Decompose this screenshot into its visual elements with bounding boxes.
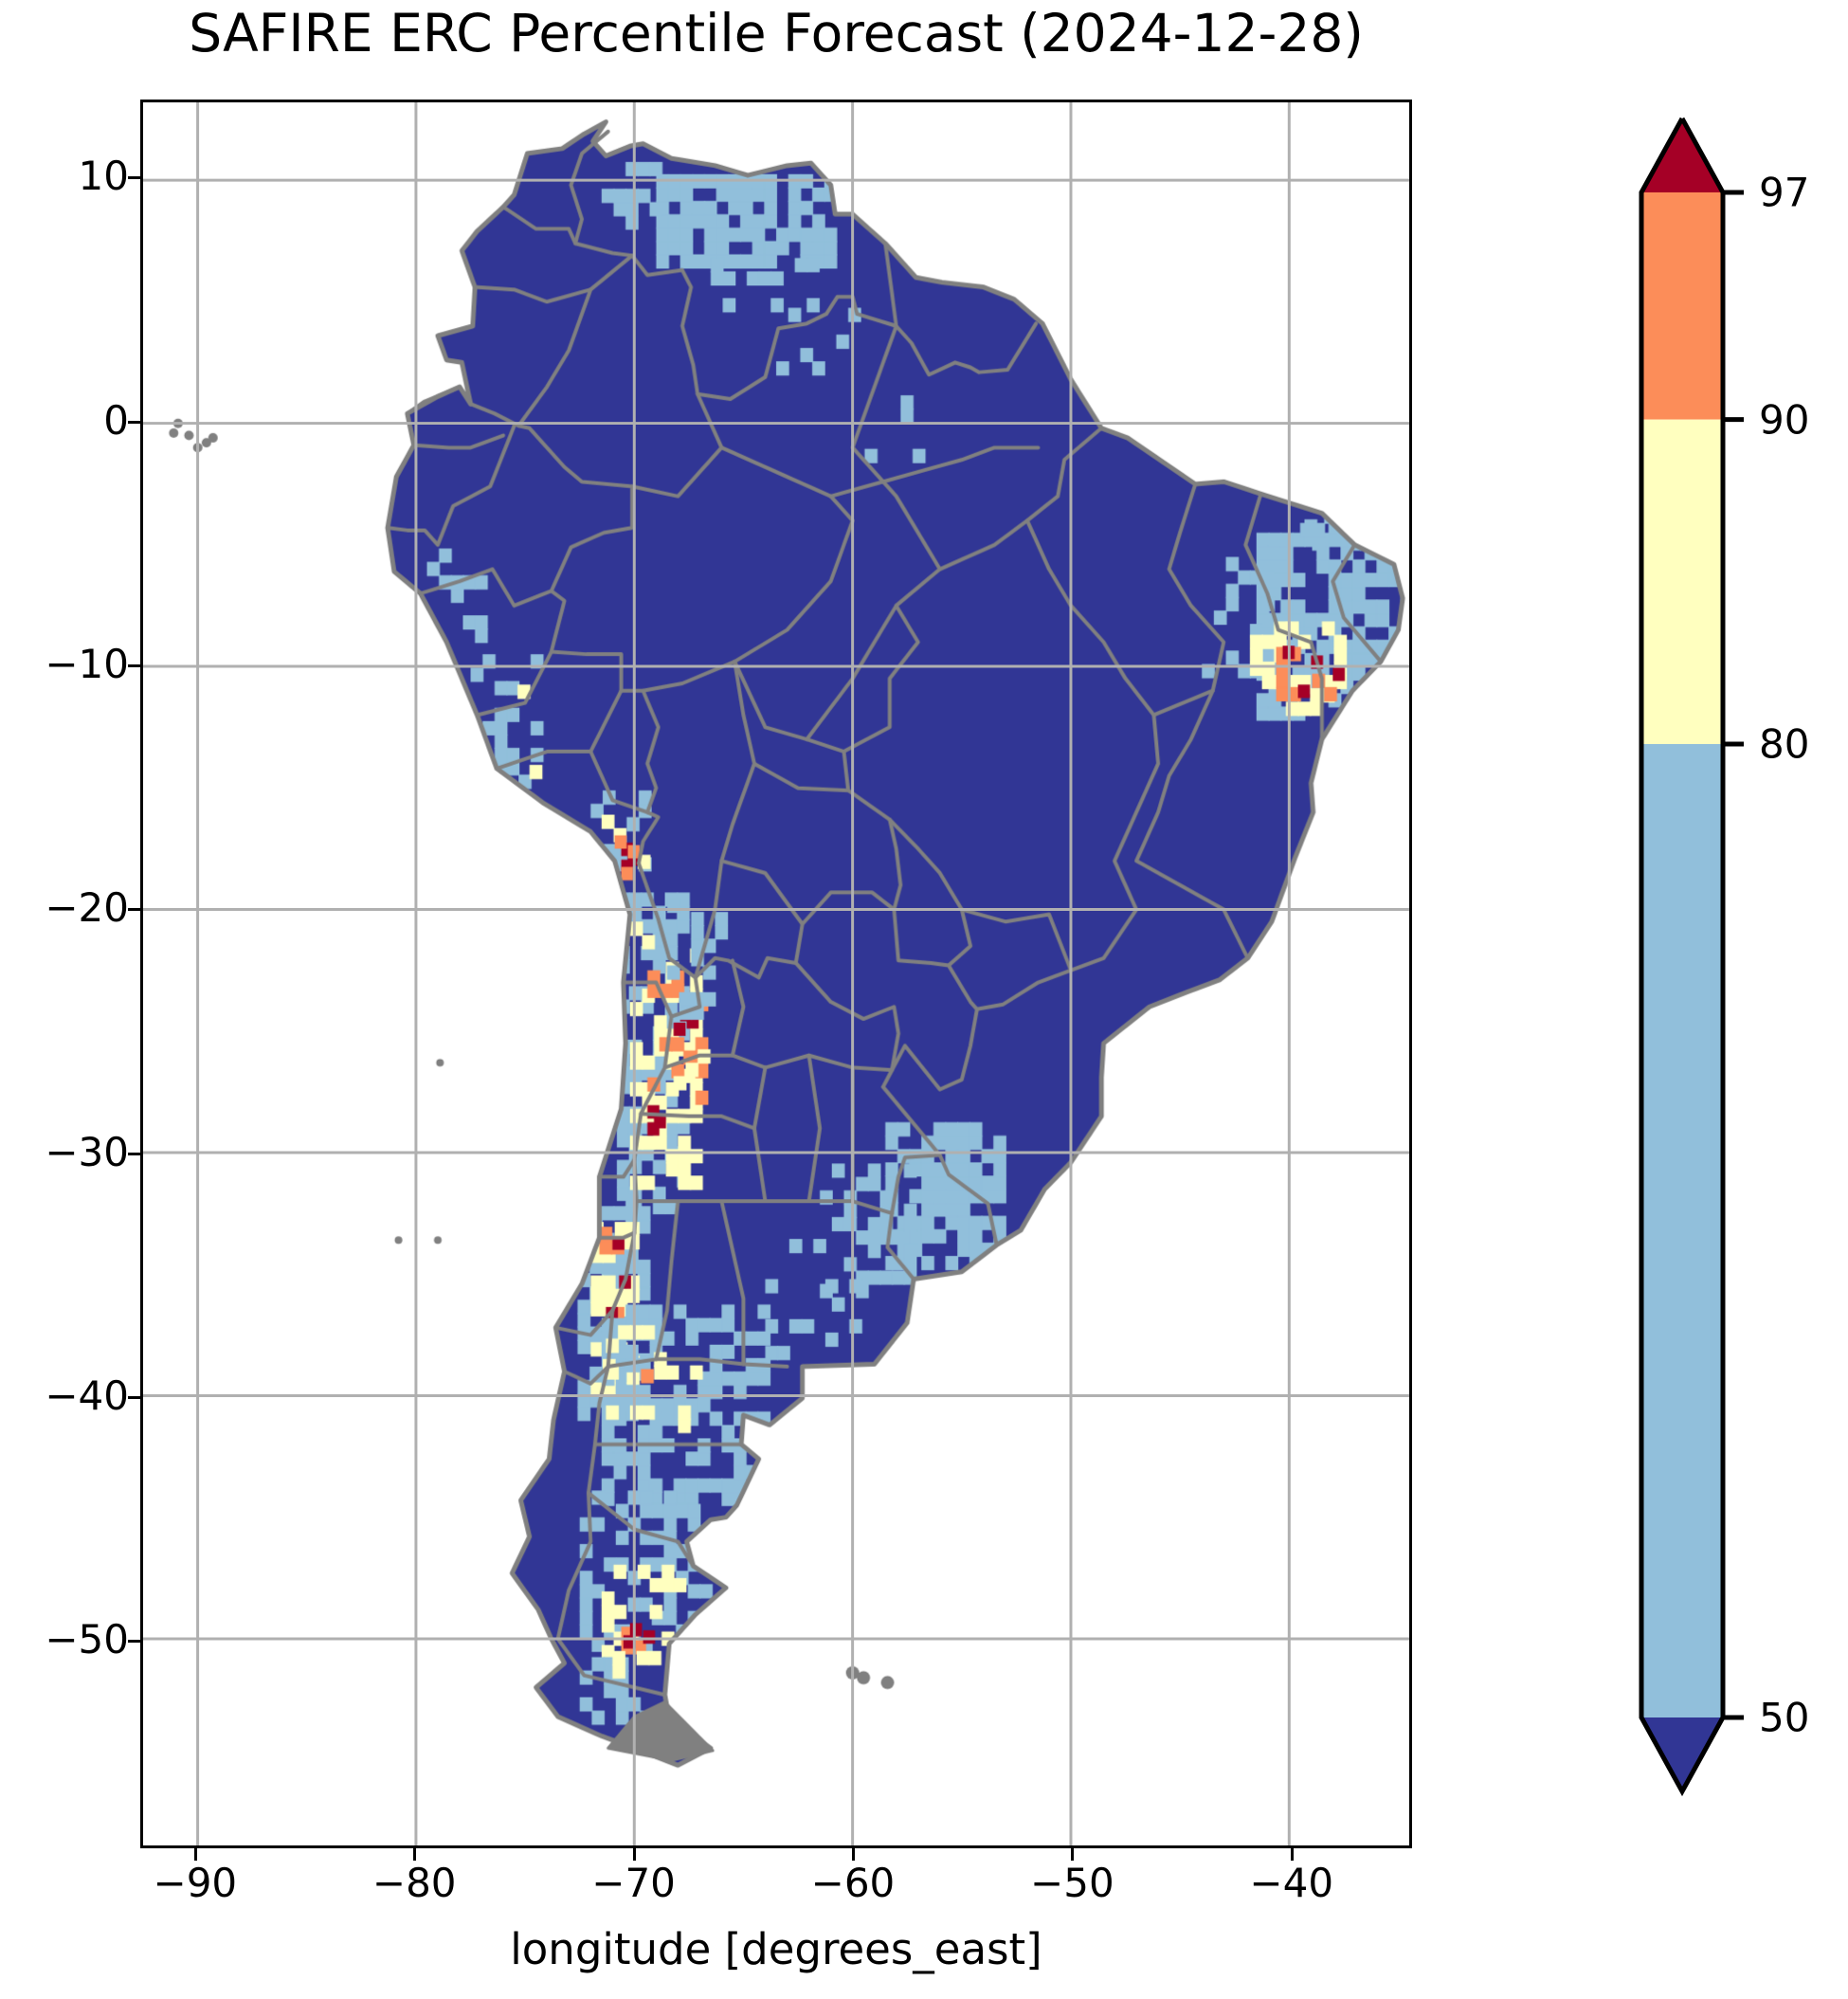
x-tick-label: −90 xyxy=(153,1860,238,1906)
colorbar-tick-label: 80 xyxy=(1759,720,1810,768)
x-tick-mark xyxy=(1290,1848,1294,1861)
colorbar-gradient xyxy=(1639,117,1744,1797)
colorbar-tick-label: 97 xyxy=(1759,169,1810,216)
x-tick-label: −60 xyxy=(810,1860,896,1906)
y-tick-mark xyxy=(128,1640,140,1644)
y-tick-mark xyxy=(128,1395,140,1399)
x-tick-mark xyxy=(1071,1848,1075,1861)
y-tick-mark xyxy=(128,908,140,912)
colorbar-tick-label: 90 xyxy=(1759,396,1810,444)
x-tick-mark xyxy=(851,1848,855,1861)
x-tick-mark xyxy=(632,1848,636,1861)
colorbar-tick-label: 50 xyxy=(1759,1694,1810,1741)
page-title: SAFIRE ERC Percentile Forecast (2024-12-… xyxy=(189,3,1364,64)
x-tick-mark xyxy=(193,1848,197,1861)
x-tick-label: −70 xyxy=(591,1860,676,1906)
choropleth-raster xyxy=(143,102,1409,1845)
y-tick-mark xyxy=(128,420,140,424)
y-tick-mark xyxy=(128,1152,140,1155)
map-axes[interactable] xyxy=(140,100,1412,1848)
x-tick-mark xyxy=(413,1848,417,1861)
colorbar[interactable]: 97 90 80 50 xyxy=(1630,100,1848,1848)
y-tick-mark xyxy=(128,663,140,667)
x-tick-label: −40 xyxy=(1249,1860,1334,1906)
x-tick-label: −80 xyxy=(371,1860,457,1906)
x-axis-label: longitude [degrees_east] xyxy=(510,1924,1042,1974)
y-tick-mark xyxy=(128,176,140,180)
x-tick-label: −50 xyxy=(1030,1860,1114,1906)
